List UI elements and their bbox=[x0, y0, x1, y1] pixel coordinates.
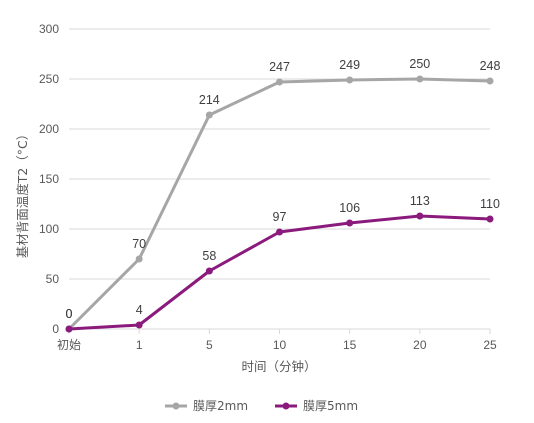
legend-item-2: 膜厚5mm bbox=[275, 399, 358, 413]
data-point bbox=[416, 75, 424, 83]
data-label: 58 bbox=[202, 249, 216, 263]
data-label: 248 bbox=[480, 59, 501, 73]
legend-marker bbox=[172, 402, 180, 410]
y-axis-ticks: 0 50 100 150 200 250 300 bbox=[39, 22, 59, 336]
x-tick-label: 25 bbox=[483, 338, 497, 352]
gridlines bbox=[69, 28, 490, 330]
data-point bbox=[416, 212, 424, 220]
data-label: 106 bbox=[339, 201, 360, 215]
data-point bbox=[135, 255, 143, 263]
y-tick-label: 250 bbox=[39, 72, 59, 86]
data-point bbox=[486, 77, 494, 85]
x-tick-label: 15 bbox=[343, 338, 357, 352]
data-point bbox=[65, 325, 73, 333]
data-point bbox=[135, 321, 143, 329]
x-tick-label: 初始 bbox=[57, 338, 81, 352]
x-tick-label: 20 bbox=[413, 338, 427, 352]
data-point bbox=[276, 228, 283, 236]
data-point bbox=[486, 215, 494, 223]
data-label: 249 bbox=[339, 58, 360, 72]
data-label: 70 bbox=[132, 237, 146, 251]
series-points bbox=[65, 75, 494, 333]
data-label: 250 bbox=[409, 57, 430, 71]
data-label: 97 bbox=[273, 210, 287, 224]
y-tick-label: 150 bbox=[39, 172, 59, 186]
data-point bbox=[346, 219, 354, 227]
x-tick-label: 10 bbox=[273, 338, 287, 352]
data-point bbox=[205, 267, 213, 275]
data-label: 4 bbox=[136, 303, 143, 317]
x-axis-ticks: 初始 1 5 10 15 20 25 bbox=[57, 329, 497, 352]
data-label: 214 bbox=[199, 93, 220, 107]
legend-label: 膜厚2mm bbox=[193, 399, 248, 413]
y-tick-label: 300 bbox=[39, 22, 59, 36]
legend-item-1: 膜厚2mm bbox=[165, 399, 248, 413]
x-tick-label: 1 bbox=[136, 338, 143, 352]
data-point bbox=[276, 78, 283, 86]
data-point bbox=[205, 111, 213, 119]
data-label: 110 bbox=[480, 197, 500, 211]
x-tick-label: 5 bbox=[206, 338, 213, 352]
legend: 膜厚2mm 膜厚5mm bbox=[165, 399, 358, 413]
x-axis-title: 时间（分钟） bbox=[241, 359, 316, 374]
data-label: 247 bbox=[269, 60, 290, 74]
y-tick-label: 100 bbox=[39, 222, 59, 236]
y-tick-label: 50 bbox=[46, 272, 60, 286]
y-tick-label: 200 bbox=[39, 122, 59, 136]
y-axis-title: 基材背面温度T2（°C） bbox=[15, 128, 30, 259]
legend-label: 膜厚5mm bbox=[303, 399, 358, 413]
data-label: 0 bbox=[66, 307, 73, 321]
data-label: 113 bbox=[410, 194, 430, 208]
data-label: 0 bbox=[66, 307, 73, 321]
data-point bbox=[346, 76, 354, 84]
legend-marker bbox=[282, 402, 290, 410]
y-tick-label: 0 bbox=[52, 322, 59, 336]
